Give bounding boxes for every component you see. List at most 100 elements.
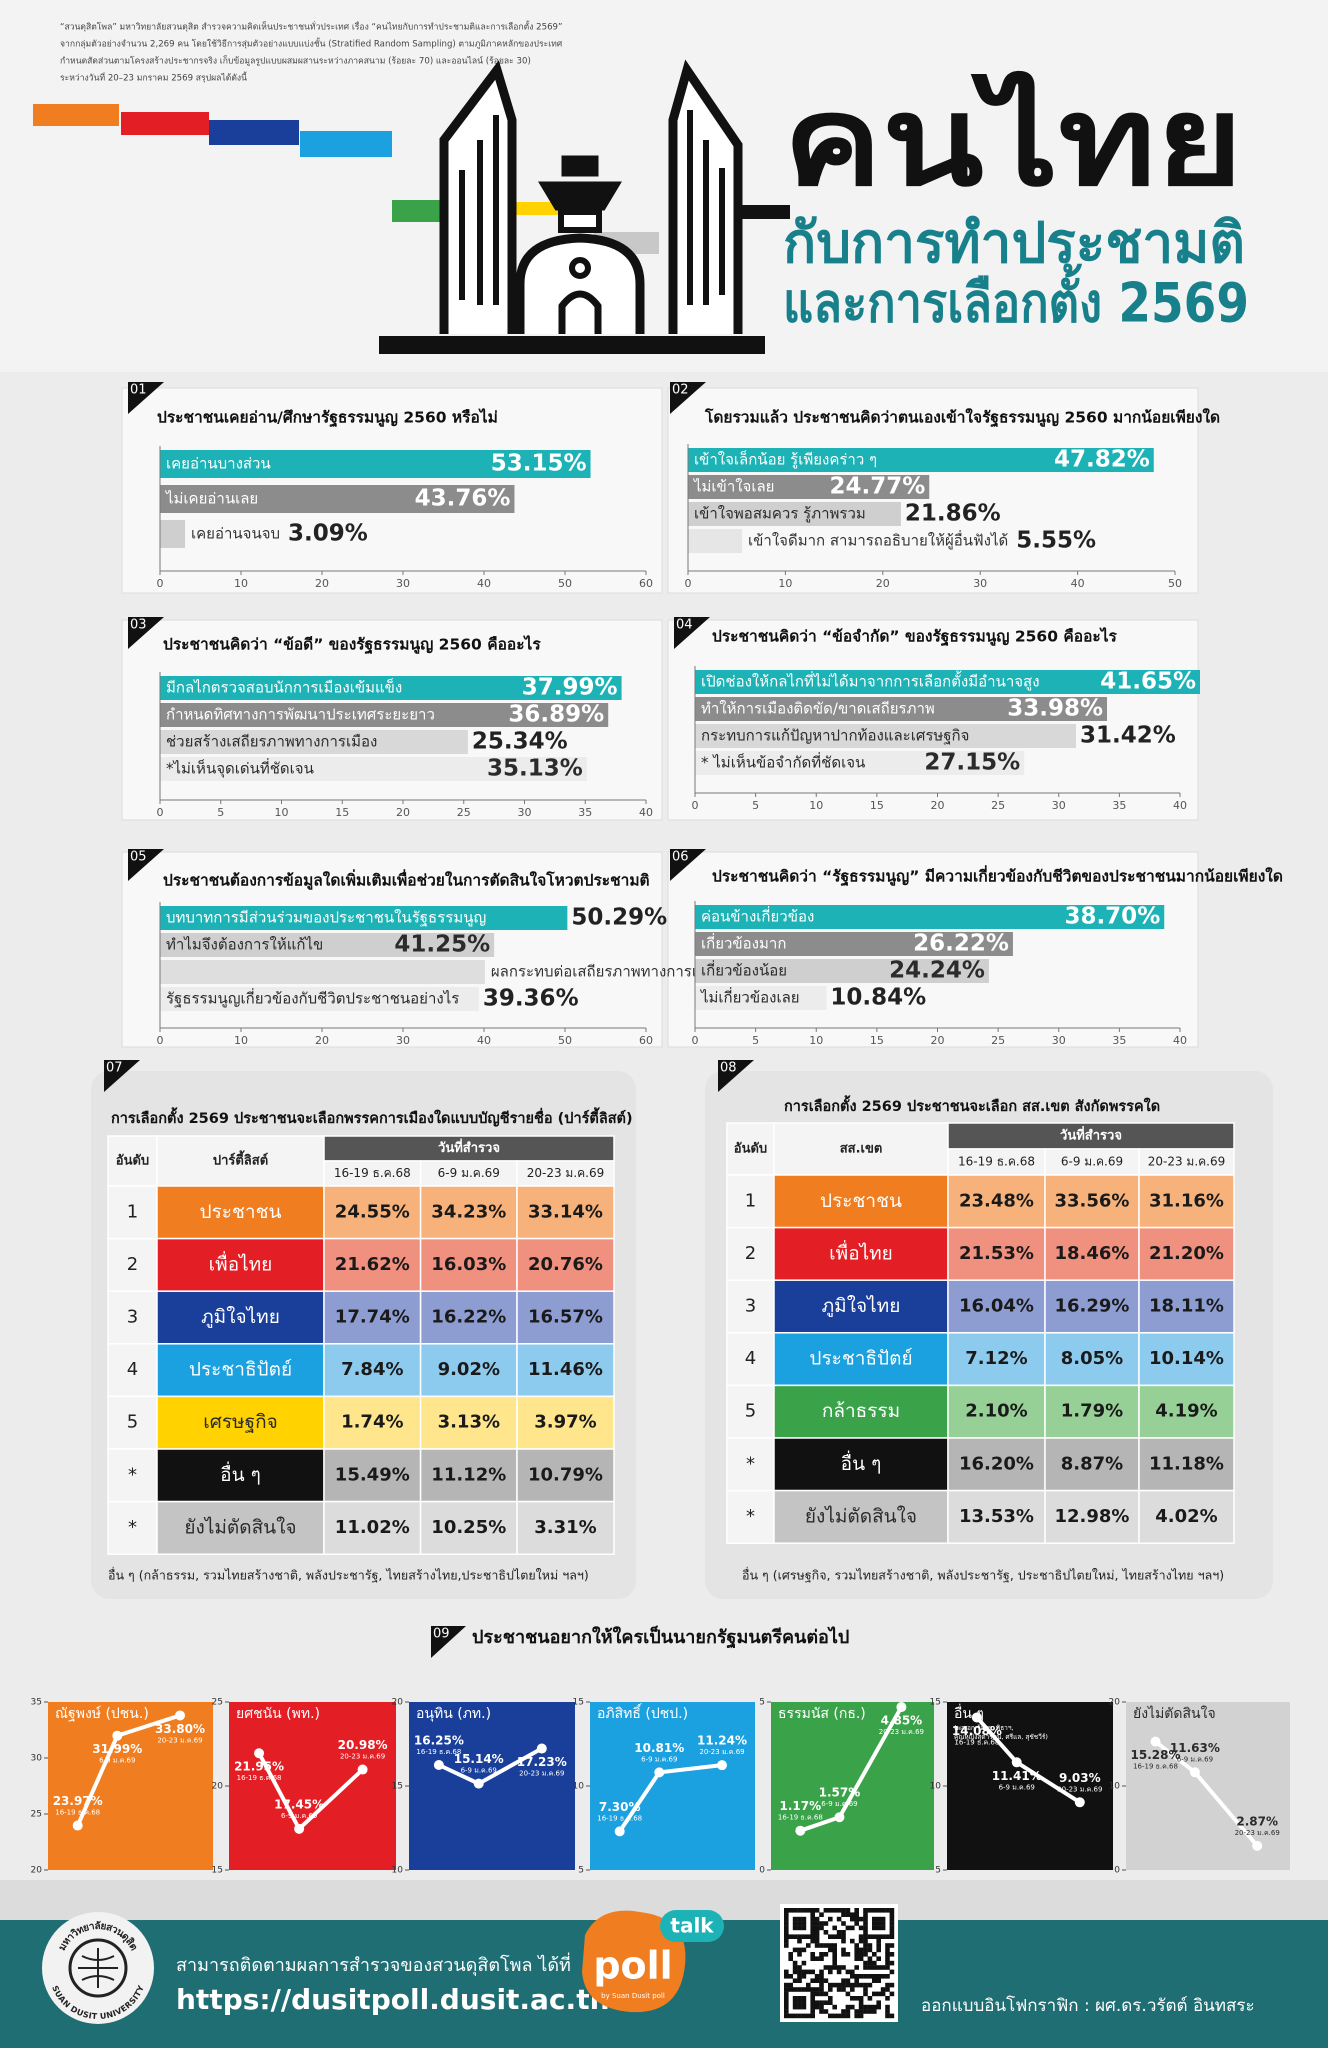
- y-tick-label: 10: [573, 1782, 585, 1792]
- qr-module: [867, 1960, 873, 1966]
- header-cell: 16-19 ธ.ค.68: [958, 1155, 1035, 1169]
- qr-module: [792, 1921, 798, 1926]
- qr-module: [823, 1908, 829, 1913]
- qr-module: [854, 1965, 859, 1970]
- url[interactable]: https://dusitpoll.dusit.ac.th: [176, 1983, 610, 2016]
- qr-module: [797, 1908, 802, 1913]
- bar: [695, 670, 1201, 694]
- party-cell: ภูมิใจไทย: [822, 1295, 901, 1317]
- qr-module: [841, 1947, 846, 1953]
- value-label: 24.24%: [889, 958, 985, 984]
- point: [357, 1764, 368, 1775]
- qr-module: [823, 1943, 829, 1948]
- table-cell: [1044, 1174, 1140, 1229]
- bar-label: เคยอ่านจนจบ: [191, 525, 280, 543]
- qr-module: [845, 1908, 851, 1913]
- y-tick-label: 5: [759, 1698, 765, 1708]
- qr-module: [801, 1934, 807, 1939]
- qr-module: [814, 1938, 820, 1944]
- qr-module: [832, 2013, 837, 2019]
- value-label: 50.29%: [571, 905, 667, 931]
- value-label: 3.09%: [288, 521, 368, 547]
- rank-cell: 4: [127, 1359, 138, 1380]
- table-cell: [726, 1174, 775, 1229]
- date-label: 16-19 ธ.ค.68: [55, 1809, 100, 1817]
- qr-module: [810, 1938, 815, 1944]
- x-tick-label: 40: [639, 806, 653, 819]
- qr-module: [854, 2013, 859, 2019]
- credit: ออกแบบอินโฟกราฟิก : ผศ.ดร.วรัตต์ อินทสระ: [921, 1995, 1255, 2016]
- qr-module: [814, 1987, 820, 1992]
- qr-module: [784, 1943, 789, 1948]
- value-cell: 3.31%: [534, 1517, 596, 1538]
- qr-module: [841, 1921, 846, 1926]
- qr-module: [858, 2000, 864, 2005]
- qr-module: [823, 1991, 829, 1997]
- qr-module: [876, 1921, 881, 1926]
- section-badge: [674, 617, 710, 649]
- table-cell: [1044, 1226, 1140, 1281]
- y-tick-label: 20: [392, 1698, 404, 1708]
- x-tick-label: 20: [876, 577, 890, 590]
- qr-module: [872, 1978, 877, 1983]
- qr-module: [885, 1952, 890, 1957]
- value-label: 33.98%: [1007, 696, 1103, 722]
- table-cell: [107, 1395, 158, 1450]
- qr-module: [854, 2009, 859, 2014]
- qr-module: [845, 2013, 851, 2019]
- qr-module: [823, 1921, 829, 1926]
- qr-module: [863, 1952, 868, 1957]
- rank-cell: 5: [745, 1401, 756, 1422]
- value-cell: 3.97%: [534, 1412, 596, 1433]
- monument-tier: [558, 209, 602, 233]
- qr-module: [885, 1934, 890, 1939]
- qr-module: [810, 1912, 815, 1917]
- table-cell: [516, 1185, 615, 1240]
- qr-module: [854, 1943, 859, 1948]
- table-cell: [1044, 1279, 1140, 1334]
- table-cell: [419, 1395, 518, 1450]
- qr-module: [797, 1987, 802, 1992]
- qr-module: [814, 1978, 820, 1983]
- qr-module: [832, 1956, 837, 1961]
- rank-cell: 1: [127, 1201, 138, 1222]
- bar: [160, 676, 622, 700]
- y-tick-label: 15: [930, 1698, 941, 1708]
- qr-module: [889, 1921, 895, 1926]
- qr-module: [792, 2004, 798, 2010]
- section-badge: [431, 1626, 466, 1658]
- qr-module: [863, 1930, 868, 1935]
- x-tick-label: 0: [157, 806, 164, 819]
- value-label: 5.55%: [1016, 528, 1096, 554]
- value-label: 15.14%: [454, 1752, 504, 1766]
- qr-module: [823, 1978, 829, 1983]
- panel-title: ธรรมนัส (กธ.): [778, 1706, 866, 1722]
- table-cell: [773, 1332, 949, 1387]
- qr-module: [810, 2009, 815, 2014]
- qr-module: [819, 2004, 824, 2010]
- qr-module: [880, 1908, 886, 1913]
- qr-module: [819, 1921, 824, 1926]
- monument-door: [558, 290, 602, 334]
- qr-module: [867, 1943, 873, 1948]
- bar-label: มีกลไกตรวจสอบนักการเมืองเข้มแข็ง: [166, 678, 402, 697]
- date-label: 6-9 ม.ค.69: [99, 1757, 135, 1765]
- stripe: [392, 200, 451, 222]
- header-cell: อันดับ: [734, 1142, 767, 1157]
- qr-module: [788, 1934, 793, 1939]
- party-cell: ภูมิใจไทย: [201, 1306, 280, 1328]
- bar-label: ไม่เกี่ยวข้องเลย: [700, 987, 800, 1007]
- date-label: 20-23 ม.ค.69: [340, 1753, 385, 1761]
- qr-module: [845, 1991, 851, 1997]
- qr-module: [810, 1934, 815, 1939]
- section-number: 03: [130, 618, 147, 633]
- qr-module: [885, 1982, 890, 1988]
- qr-module: [801, 1996, 807, 2001]
- party-cell: เพื่อไทย: [829, 1239, 893, 1264]
- x-tick-label: 40: [477, 577, 491, 590]
- qr-module: [832, 1934, 837, 1939]
- point: [795, 1825, 806, 1836]
- qr-module: [784, 1969, 789, 1975]
- section-badge: [128, 849, 164, 881]
- section-badge: [718, 1060, 754, 1092]
